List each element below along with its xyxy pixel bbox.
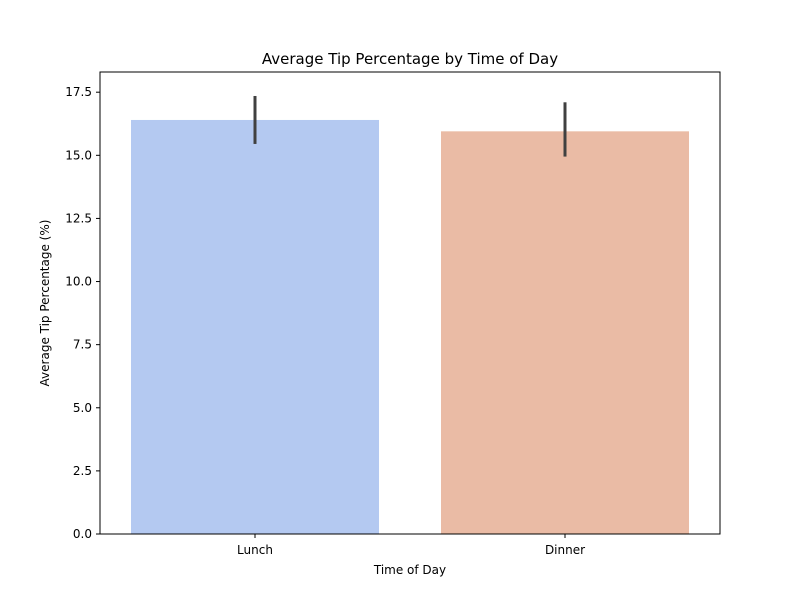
y-tick-label: 17.5 bbox=[65, 85, 92, 99]
x-axis-label: Time of Day bbox=[373, 563, 446, 577]
plot-frame bbox=[99, 71, 721, 535]
y-tick-label: 5.0 bbox=[73, 401, 92, 415]
bar-dinner bbox=[441, 131, 689, 534]
x-axis-ticks: Lunch Dinner bbox=[237, 534, 585, 557]
y-axis-ticks: 0.0 2.5 5.0 7.5 10.0 12.5 15.0 17.5 bbox=[65, 85, 100, 541]
y-tick-label: 15.0 bbox=[65, 148, 92, 162]
error-bars-layer bbox=[253, 95, 567, 157]
x-tick-label: Dinner bbox=[545, 543, 585, 557]
y-tick-label: 10.0 bbox=[65, 275, 92, 289]
chart-title: Average Tip Percentage by Time of Day bbox=[262, 50, 558, 68]
bar-lunch bbox=[131, 119, 379, 534]
y-axis-label: Average Tip Percentage (%) bbox=[38, 220, 52, 387]
x-tick-label: Lunch bbox=[237, 543, 273, 557]
y-tick-label: 12.5 bbox=[65, 211, 92, 225]
y-tick-label: 2.5 bbox=[73, 464, 92, 478]
y-tick-label: 7.5 bbox=[73, 338, 92, 352]
y-tick-label: 0.0 bbox=[73, 527, 92, 541]
bars-layer bbox=[131, 119, 689, 534]
